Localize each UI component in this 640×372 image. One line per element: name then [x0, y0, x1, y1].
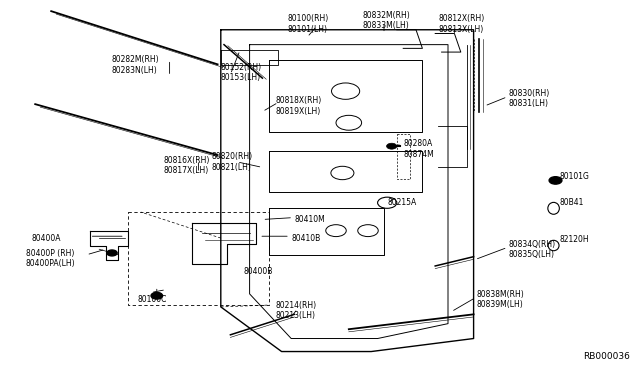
- Text: 80410M: 80410M: [294, 215, 325, 224]
- Text: 80282M(RH)
80283N(LH): 80282M(RH) 80283N(LH): [112, 55, 159, 75]
- Text: 80152(RH)
80153(LH): 80152(RH) 80153(LH): [221, 63, 262, 82]
- Circle shape: [107, 250, 117, 256]
- Circle shape: [387, 143, 397, 149]
- Text: 80280A: 80280A: [403, 139, 433, 148]
- Text: 80818X(RH)
80819X(LH): 80818X(RH) 80819X(LH): [275, 96, 321, 116]
- Text: 80830(RH)
80831(LH): 80830(RH) 80831(LH): [509, 89, 550, 108]
- Text: 80B41: 80B41: [560, 198, 584, 207]
- Text: 80400P (RH)
80400PA(LH): 80400P (RH) 80400PA(LH): [26, 249, 76, 268]
- Text: 80400A: 80400A: [32, 234, 61, 243]
- Text: 80834Q(RH)
80835Q(LH): 80834Q(RH) 80835Q(LH): [509, 240, 556, 259]
- Text: 80214(RH)
80213(LH): 80214(RH) 80213(LH): [275, 301, 316, 320]
- Text: 80874M: 80874M: [403, 150, 434, 159]
- Text: 80832M(RH)
80833M(LH): 80832M(RH) 80833M(LH): [363, 11, 411, 30]
- Circle shape: [151, 292, 163, 299]
- Text: 80100(RH)
80101(LH): 80100(RH) 80101(LH): [288, 15, 329, 34]
- Text: 80838M(RH)
80839M(LH): 80838M(RH) 80839M(LH): [477, 290, 525, 309]
- Text: 80101G: 80101G: [560, 172, 590, 181]
- Text: 82120H: 82120H: [560, 235, 589, 244]
- Text: 80100C: 80100C: [138, 295, 167, 304]
- Text: 80816X(RH)
80817X(LH): 80816X(RH) 80817X(LH): [163, 156, 209, 175]
- Text: 80410B: 80410B: [291, 234, 321, 243]
- Circle shape: [549, 177, 562, 184]
- Text: 80820(RH)
80821(LH): 80820(RH) 80821(LH): [211, 152, 252, 171]
- Text: 80215A: 80215A: [387, 198, 417, 207]
- Text: 80812X(RH)
80813X(LH): 80812X(RH) 80813X(LH): [438, 15, 484, 34]
- Text: RB000036: RB000036: [584, 352, 630, 361]
- Text: 80400B: 80400B: [243, 267, 273, 276]
